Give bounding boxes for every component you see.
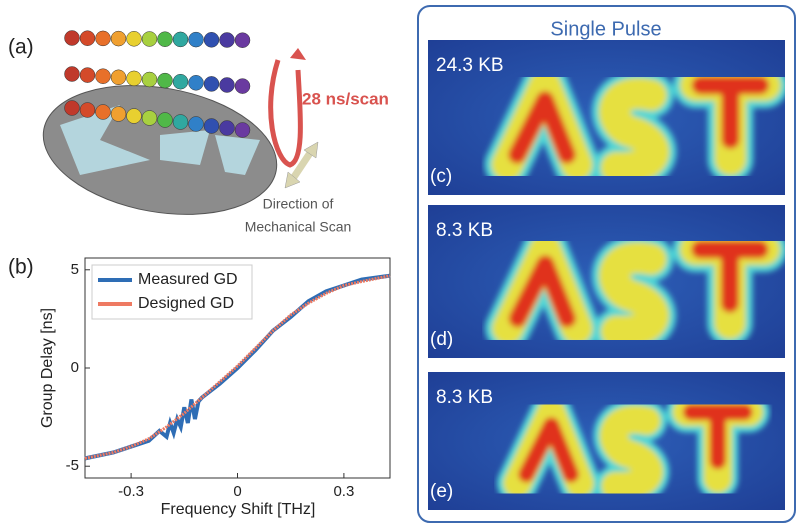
- ball: [173, 32, 188, 47]
- ball: [96, 105, 111, 120]
- ball: [80, 68, 95, 83]
- images-title: Single Pulse: [550, 18, 661, 40]
- ball: [189, 32, 204, 47]
- ball: [158, 113, 173, 128]
- scan-rate: 28 ns/scan: [302, 89, 389, 108]
- y-axis-label: Group Delay [ns]: [39, 308, 56, 428]
- ball: [127, 31, 142, 46]
- ball: [173, 74, 188, 89]
- ball: [220, 78, 235, 93]
- ball: [173, 115, 188, 130]
- ball: [96, 31, 111, 46]
- ball: [189, 117, 204, 132]
- image-label: (c): [430, 166, 452, 187]
- y-tick-label: 5: [71, 261, 79, 278]
- panel-label: (a): [8, 36, 34, 59]
- ball: [111, 107, 126, 122]
- ball: [158, 32, 173, 47]
- ball: [204, 76, 219, 91]
- ball: [158, 73, 173, 88]
- ball: [142, 111, 157, 126]
- image-label: (e): [430, 481, 453, 502]
- ball: [142, 32, 157, 47]
- ball: [142, 72, 157, 87]
- image-size: 8.3 KB: [436, 387, 493, 408]
- ball: [235, 123, 250, 138]
- ball: [220, 33, 235, 48]
- image-size: 24.3 KB: [436, 55, 504, 76]
- ball: [111, 70, 126, 85]
- ball: [65, 67, 80, 82]
- x-tick-label: -0.3: [118, 483, 144, 500]
- direction-label: Direction of: [263, 196, 334, 212]
- figure: (a) 28 ns/scan Direction of Mechanical S…: [0, 0, 801, 527]
- x-tick-label: 0: [233, 483, 241, 500]
- scan-arrow: [271, 60, 301, 165]
- legend-label: Designed GD: [138, 295, 234, 312]
- ball: [65, 101, 80, 116]
- ball: [96, 69, 111, 84]
- ball: [204, 32, 219, 47]
- ball: [111, 31, 126, 46]
- ball: [189, 75, 204, 90]
- ball: [65, 31, 80, 46]
- image-label: (d): [430, 329, 453, 350]
- x-tick-label: 0.3: [333, 483, 354, 500]
- panel-label: (b): [8, 256, 34, 279]
- y-tick-label: 0: [71, 359, 79, 376]
- legend-label: Measured GD: [138, 271, 238, 288]
- arrow-head: [290, 48, 306, 60]
- ball: [127, 109, 142, 124]
- direction-arrow: [292, 150, 312, 180]
- ball: [235, 33, 250, 48]
- ball: [80, 103, 95, 118]
- image-size: 8.3 KB: [436, 220, 493, 241]
- ball: [220, 121, 235, 136]
- ball: [235, 79, 250, 94]
- direction-label: Mechanical Scan: [245, 219, 352, 235]
- x-axis-label: Frequency Shift [THz]: [161, 501, 316, 518]
- y-tick-label: -5: [66, 457, 79, 474]
- images: 24.3 KB (c) 8.3 KB (d) 8.3 KB (e): [428, 40, 785, 510]
- ball: [204, 119, 219, 134]
- ball: [127, 71, 142, 86]
- ball: [80, 31, 95, 46]
